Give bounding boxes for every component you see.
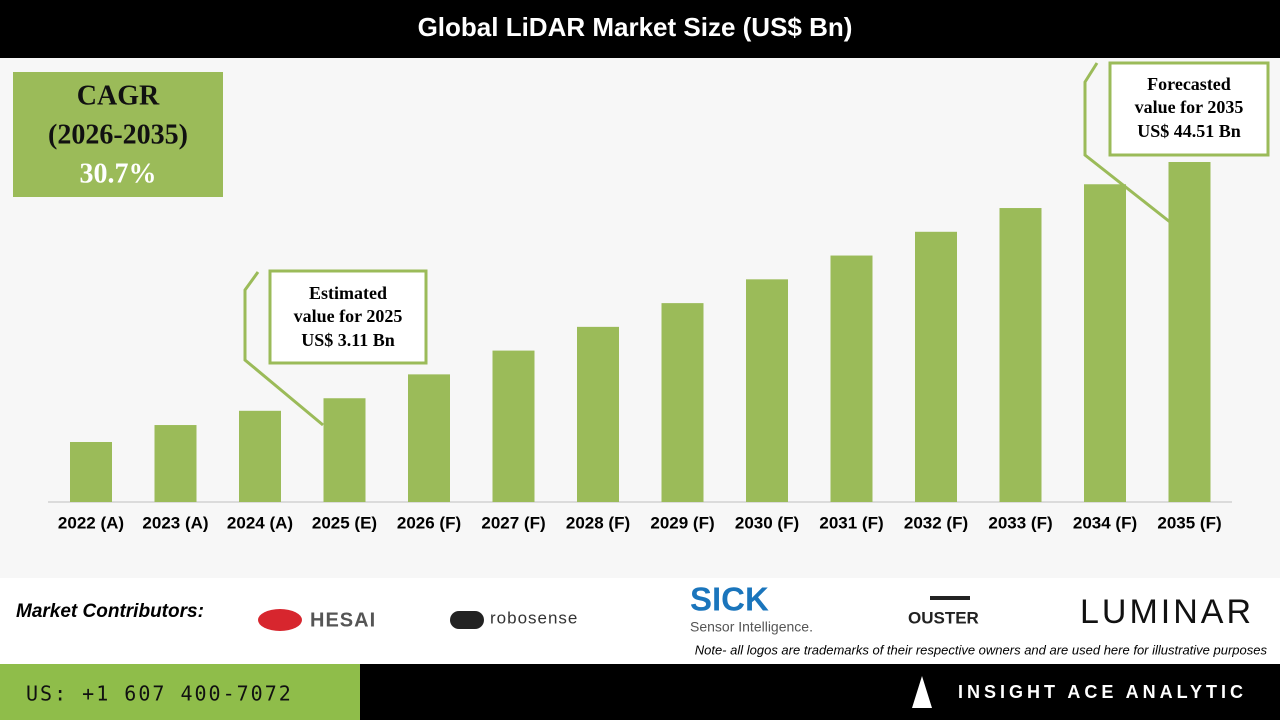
forecast-text: Forecasted <box>1147 74 1231 94</box>
bar <box>1084 184 1126 502</box>
x-tick-label: 2029 (F) <box>650 513 714 532</box>
contributors-label: Market Contributors: <box>16 601 204 622</box>
x-tick-label: 2025 (E) <box>312 513 377 532</box>
logo-tagline: Sensor Intelligence. <box>690 619 813 635</box>
x-tick-label: 2023 (A) <box>142 513 208 532</box>
x-tick-label: 2031 (F) <box>819 513 883 532</box>
estimate-text: US$ 3.11 Bn <box>301 330 395 350</box>
phone: US: +1 607 400-7072 <box>26 682 293 706</box>
x-tick-label: 2034 (F) <box>1073 513 1137 532</box>
bar <box>1168 162 1211 502</box>
x-tick-label: 2027 (F) <box>481 513 545 532</box>
forecast-text: value for 2035 <box>1135 97 1244 117</box>
x-tick-label: 2033 (F) <box>988 513 1052 532</box>
bar <box>999 208 1042 502</box>
logo: HESAI <box>310 609 376 631</box>
bar <box>492 350 535 502</box>
bar <box>830 255 873 502</box>
bar <box>661 303 704 502</box>
bar <box>70 442 112 502</box>
logo: OUSTER <box>908 608 979 627</box>
estimate-text: Estimated <box>309 283 387 303</box>
x-tick-label: 2026 (F) <box>397 513 461 532</box>
brand-icon <box>912 676 932 708</box>
x-tick-label: 2022 (A) <box>58 513 124 532</box>
estimate-text: value for 2025 <box>294 306 403 326</box>
cagr-box <box>13 72 223 197</box>
cagr-value: 30.7% <box>80 158 157 189</box>
logo-icon <box>258 609 302 631</box>
cagr-label: CAGR <box>77 80 160 111</box>
estimate-box <box>268 269 428 365</box>
bar <box>746 279 788 502</box>
callout-line <box>1083 62 1171 224</box>
title-bar <box>0 0 1280 58</box>
note: Note- all logos are trademarks of their … <box>695 642 1268 657</box>
cagr-period: (2026-2035) <box>48 119 188 150</box>
x-tick-label: 2032 (F) <box>904 513 968 532</box>
logo: SICK <box>690 581 769 618</box>
bar <box>323 398 366 502</box>
forecast-text: US$ 44.51 Bn <box>1137 121 1241 141</box>
logo: robosense <box>490 608 578 627</box>
logo-icon <box>930 596 970 600</box>
x-tick-label: 2024 (A) <box>227 513 293 532</box>
callout-line <box>243 271 324 427</box>
x-tick-label: 2030 (F) <box>735 513 799 532</box>
bar <box>408 374 450 502</box>
x-tick-label: 2028 (F) <box>566 513 630 532</box>
logo-icon <box>450 611 484 629</box>
chart-title: Global LiDAR Market Size (US$ Bn) <box>418 12 853 42</box>
forecast-box <box>1108 61 1270 157</box>
bar <box>239 410 281 502</box>
bar <box>154 425 197 502</box>
bar <box>577 326 619 502</box>
x-tick-label: 2035 (F) <box>1157 513 1221 532</box>
brand: INSIGHT ACE ANALYTIC <box>958 682 1247 702</box>
footer-contact <box>0 664 360 720</box>
logo: LUMINAR <box>1080 593 1254 631</box>
footer-brand-bar <box>360 664 1280 720</box>
bar <box>915 231 957 502</box>
